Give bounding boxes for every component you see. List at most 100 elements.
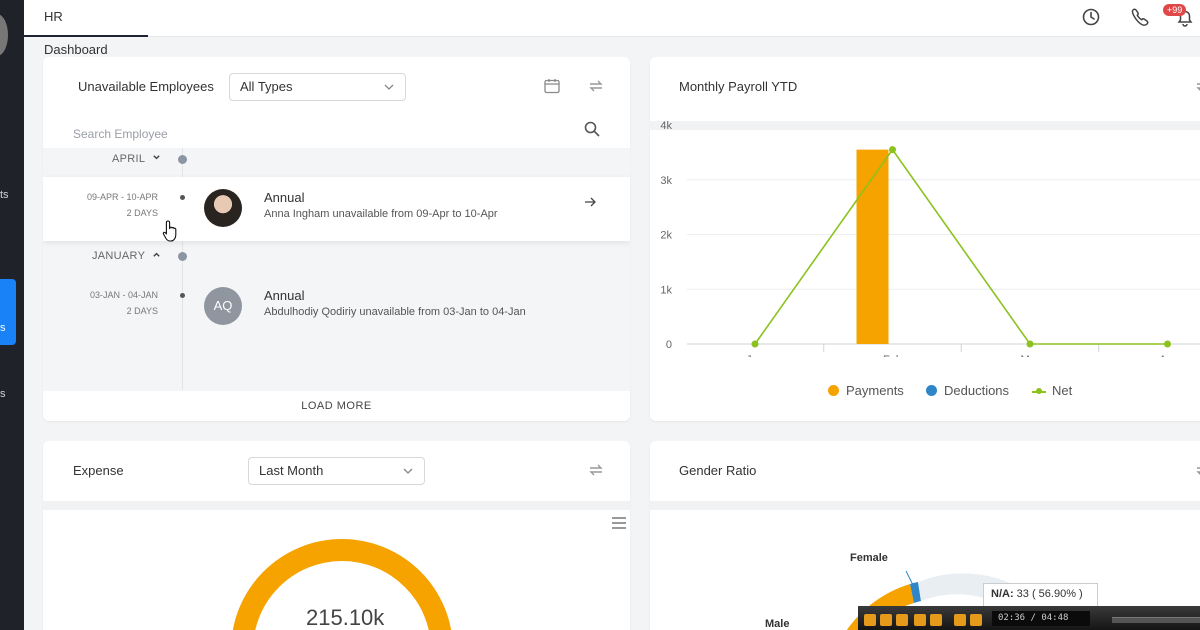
unavailable-list: APRIL 09-APR - 10-APR 2 DAYS Annual Anna… [43,148,630,391]
timeline-line [182,148,183,390]
clock-icon[interactable] [1080,6,1102,28]
point-net [1026,340,1034,348]
sidebar-item-label: s [0,322,6,334]
search-input[interactable]: Search Employee [73,127,168,141]
refresh-icon[interactable] [587,77,605,95]
y-tick-label: 3k [660,175,672,187]
y-tick-label: 4k [660,120,672,132]
point-net [1164,340,1171,348]
leave-type: Annual [264,288,305,303]
sidebar-item-label: s [0,388,6,400]
stop-icon[interactable] [896,614,908,626]
donut-segment-female [910,582,921,603]
x-tick-label: Feb [883,354,902,357]
legend-label: Deductions [944,383,1010,398]
select-value: Last Month [259,463,324,478]
calendar-icon[interactable] [543,77,561,95]
card-divider [43,501,630,510]
timeline-dot [180,195,185,200]
play-icon[interactable] [864,614,876,626]
timeline-dot [180,293,185,298]
legend-item-payments[interactable]: Payments [828,383,904,398]
sidebar-item-3[interactable]: s [0,388,24,400]
gender-label-female: Female [850,552,888,564]
tooltip-value: 33 ( 56.90% ) [1016,588,1083,600]
timeline-dot [178,155,187,164]
loop-icon[interactable] [954,614,966,626]
notification-badge: +99 [1163,4,1187,16]
legend-item-deductions[interactable]: Deductions [926,383,1009,398]
y-tick-label: 1k [660,284,672,296]
point-net [889,146,896,154]
timeline-dot [178,252,187,261]
x-tick-label: Jan [746,354,764,357]
sidebar-item-active[interactable]: s [0,279,16,345]
search-icon[interactable] [583,120,601,138]
date-range: 09-APR - 10-APR [86,192,158,202]
sidebar-item-1[interactable]: ts [0,189,24,201]
period-filter-select[interactable]: Last Month [248,457,425,485]
bar-payments [856,149,889,344]
days-count: 2 DAYS [126,306,158,316]
pause-icon[interactable] [880,614,892,626]
arrow-right-icon[interactable] [583,195,597,209]
days-count: 2 DAYS [126,208,158,218]
date-range: 03-JAN - 04-JAN [89,290,158,300]
video-time: 02:36 / 04:48 [992,611,1090,626]
legend-item-net[interactable]: Net [1032,383,1072,398]
y-tick-label: 0 [666,339,672,351]
video-progress-bar[interactable] [1112,617,1200,623]
refresh-icon[interactable] [1194,77,1200,95]
card-title: Expense [73,463,124,478]
legend-marker [828,385,839,396]
label-leader-line [905,570,915,588]
leave-description: Anna Ingham unavailable from 09-Apr to 1… [264,208,498,220]
x-tick-label: Mar [1021,354,1040,357]
phone-icon[interactable] [1128,6,1150,28]
expense-total: 215.10k [306,605,385,630]
fast-forward-icon[interactable] [930,614,942,626]
refresh-icon[interactable] [587,461,605,479]
gender-ratio-card: Gender Ratio Female Male [650,441,1200,630]
month-header-april[interactable]: APRIL [112,153,161,165]
top-bar: HR Dashboard [24,0,1200,57]
list-item[interactable]: 09-APR - 10-APR 2 DAYS Annual Anna Ingha… [43,177,630,241]
legend-label: Payments [846,383,904,398]
tooltip-label: N/A: [991,588,1014,600]
monthly-payroll-card: Monthly Payroll YTD 0 1k 2k 3k 4k Jan Feb Mar Ap… [650,57,1200,421]
y-tick-label: 2k [660,230,672,242]
legend-marker [926,385,937,396]
user-avatar[interactable] [0,14,8,56]
card-title: Monthly Payroll YTD [679,79,798,94]
gender-label-male: Male [765,618,790,630]
list-item[interactable]: 03-JAN - 04-JAN 2 DAYS AQ Annual Abdulho… [43,275,630,339]
chevron-down-icon [153,155,160,160]
select-value: All Types [240,79,293,94]
search-row: Search Employee [43,112,630,148]
settings-icon[interactable] [970,614,982,626]
tab-hr-dashboard[interactable]: HR Dashboard [24,0,148,57]
hand-cursor-icon [162,220,177,242]
expense-donut-chart [232,539,452,630]
bell-icon[interactable] [1174,6,1196,28]
card-divider [650,501,1200,510]
refresh-icon[interactable] [1194,461,1200,479]
month-label: APRIL [112,153,145,165]
leave-type: Annual [264,190,305,205]
leave-description: Abdulhodiy Qodiriy unavailable from 03-J… [264,306,526,318]
x-tick-label: Apr [1159,354,1176,357]
legend-marker [1032,387,1046,394]
line-net [754,148,1168,345]
month-header-january[interactable]: JANUARY [92,250,161,262]
menu-icon[interactable] [611,516,627,530]
rewind-icon[interactable] [914,614,926,626]
load-more-button[interactable]: LOAD MORE [43,391,630,421]
type-filter-select[interactable]: All Types [229,73,406,101]
month-label: JANUARY [92,250,146,262]
point-net [751,340,759,348]
card-title: Unavailable Employees [78,79,214,94]
avatar-initials: AQ [204,287,242,325]
card-title: Gender Ratio [679,463,757,478]
chevron-up-icon [153,252,161,257]
chevron-down-icon [403,468,413,474]
